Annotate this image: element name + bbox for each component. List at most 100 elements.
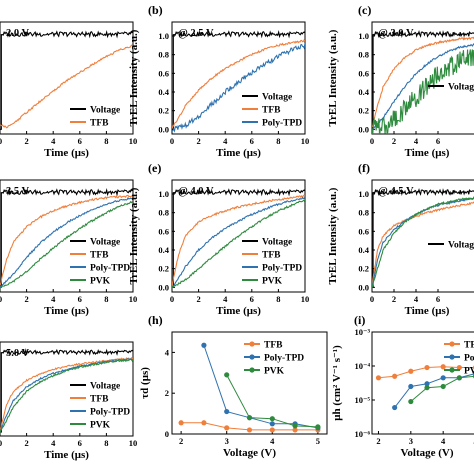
x-tick-label: 2 bbox=[196, 294, 200, 304]
x-tick-label: 10 bbox=[129, 294, 138, 304]
series-line-tfb bbox=[0, 44, 133, 129]
y-tick-label: 0.0 bbox=[358, 282, 369, 292]
panel-title: 2.0 V bbox=[6, 28, 30, 39]
panel-title: 3.5 V bbox=[6, 186, 30, 197]
legend-label-pvk: PVK bbox=[464, 367, 474, 377]
y-axis-label: τd (μs) bbox=[139, 367, 151, 399]
legend-label-poly-tpd: Poly-TPD bbox=[264, 354, 304, 364]
x-tick-label: 0 bbox=[170, 294, 174, 304]
plot-area bbox=[372, 29, 474, 134]
y-tick-label: 1.0 bbox=[158, 189, 169, 199]
panel-title: @ 2.5 V bbox=[178, 28, 214, 39]
legend-label-tfb: TFB bbox=[264, 341, 283, 351]
legend-marker bbox=[249, 341, 255, 347]
panel-title: @ 4.0 V bbox=[178, 186, 214, 197]
y-axis-label: μh (cm² V⁻¹ s⁻¹) bbox=[331, 345, 343, 421]
panel-letter: (h) bbox=[148, 313, 163, 327]
series-line-voltage bbox=[372, 29, 474, 130]
y-tick-label: 10⁻⁴ bbox=[354, 361, 370, 371]
x-tick-label: 4 bbox=[51, 136, 56, 146]
y-tick-label: 10⁻³ bbox=[354, 327, 370, 337]
y-tick-label: 4 bbox=[165, 347, 170, 357]
data-point-poly-tpd bbox=[392, 404, 398, 411]
y-tick-label: 0.8 bbox=[158, 208, 169, 218]
series-line-poly-tpd bbox=[172, 196, 305, 288]
legend-label-voltage: Voltage bbox=[90, 238, 120, 248]
series-line-poly-tpd bbox=[203, 345, 318, 429]
y-tick-label: 0.6 bbox=[358, 226, 369, 236]
x-axis-label: Time (μs) bbox=[216, 147, 261, 159]
panel-a: 0 2 4 6 8 10 Time (μs) 2.0 V Voltage TFB bbox=[0, 21, 137, 159]
plot-frame bbox=[171, 179, 306, 293]
data-point-pvk bbox=[292, 423, 298, 429]
plot-area bbox=[0, 187, 133, 289]
x-tick-label: 10 bbox=[129, 438, 138, 448]
plot-area bbox=[375, 364, 474, 411]
data-point-tfb bbox=[201, 420, 207, 426]
legend-label-pvk: PVK bbox=[264, 367, 285, 377]
legend-marker bbox=[449, 341, 455, 347]
plot-area bbox=[172, 187, 305, 289]
legend-label-tfb: TFB bbox=[90, 251, 109, 261]
data-point-pvk bbox=[269, 416, 275, 422]
y-axis-label: TrEL Intensity (a.u.) bbox=[128, 29, 140, 126]
data-point-tfb bbox=[408, 368, 414, 374]
y-tick-label: 0.4 bbox=[158, 87, 169, 97]
x-tick-label: 0 bbox=[370, 136, 374, 146]
x-tick-label: 3 bbox=[225, 436, 229, 446]
x-tick-label: 4 bbox=[441, 436, 446, 446]
legend-label-poly-tpd: Poly-TPD bbox=[262, 119, 302, 129]
x-axis-label: Time (μs) bbox=[44, 305, 89, 317]
plot-frame bbox=[171, 21, 306, 135]
series-line-tfb bbox=[372, 36, 474, 128]
x-axis-label: Time (μs) bbox=[405, 147, 450, 159]
data-point-pvk bbox=[408, 398, 414, 405]
x-axis-label: Time (μs) bbox=[44, 147, 89, 159]
series-line-poly-tpd bbox=[372, 42, 474, 130]
y-tick-label: 0.8 bbox=[158, 50, 169, 60]
x-tick-label: 6 bbox=[250, 294, 254, 304]
y-tick-label: 0.6 bbox=[358, 68, 369, 78]
x-tick-label: 6 bbox=[78, 438, 82, 448]
panel-b: 0 2 4 6 8 10 0.0 0.2 0.4 0.6 0.8 1.0 Time (μs) TrEL I… bbox=[128, 3, 309, 159]
data-point-tfb bbox=[269, 427, 275, 433]
legend-label-voltage: Voltage bbox=[262, 238, 292, 248]
x-tick-label: 2 bbox=[24, 438, 28, 448]
series-line-voltage bbox=[0, 29, 133, 130]
data-point-poly-tpd bbox=[424, 381, 430, 387]
y-tick-label: 0.0 bbox=[158, 282, 169, 292]
x-tick-label: 6 bbox=[250, 136, 254, 146]
y-axis-label: TrEL Intensity (a.u.) bbox=[128, 187, 140, 284]
panel-letter: (e) bbox=[148, 161, 161, 175]
x-tick-label: 10 bbox=[301, 136, 310, 146]
legend-label-voltage: Voltage bbox=[90, 106, 120, 116]
x-tick-label: 8 bbox=[276, 136, 280, 146]
x-tick-label: 4 bbox=[414, 294, 419, 304]
panel-letter: (i) bbox=[354, 313, 365, 327]
y-tick-label: 2 bbox=[165, 388, 169, 398]
x-tick-label: 8 bbox=[104, 438, 108, 448]
x-tick-label: 2 bbox=[392, 294, 396, 304]
legend-label-poly-tpd: Poly-TPD bbox=[90, 408, 130, 418]
data-point-pvk bbox=[224, 372, 230, 378]
series-line-voltage bbox=[0, 187, 133, 288]
y-axis-label: TrEL Intensity (a.u.) bbox=[327, 29, 339, 126]
legend-marker bbox=[249, 367, 255, 373]
series-line-tfb bbox=[0, 194, 133, 286]
y-tick-label: 0.8 bbox=[358, 50, 369, 60]
x-tick-label: 6 bbox=[78, 294, 82, 304]
x-axis-label: Time (μs) bbox=[216, 305, 261, 317]
legend-label-pvk: PVK bbox=[262, 277, 283, 287]
series-line-pvk bbox=[172, 199, 305, 289]
x-tick-label: 0 bbox=[0, 294, 2, 304]
plot-frame bbox=[371, 331, 474, 435]
x-tick-label: 6 bbox=[78, 136, 82, 146]
y-tick-label: 10⁻⁶ bbox=[354, 429, 370, 439]
y-tick-label: 0.4 bbox=[358, 87, 369, 97]
x-tick-label: 2 bbox=[376, 436, 380, 446]
x-tick-label: 8 bbox=[104, 294, 108, 304]
series-line-poly-tpd bbox=[0, 196, 133, 288]
